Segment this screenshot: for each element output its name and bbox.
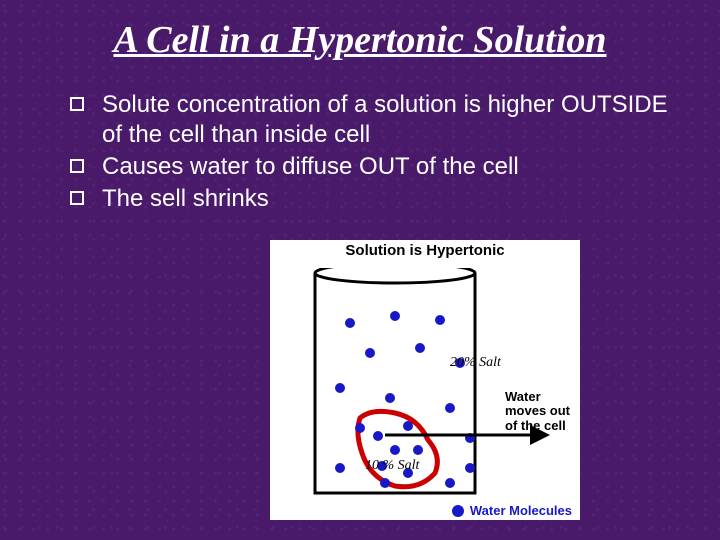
bullet-text: Causes water to diffuse OUT of the cell bbox=[102, 152, 519, 182]
list-item: The sell shrinks bbox=[70, 184, 680, 214]
list-item: Solute concentration of a solution is hi… bbox=[70, 90, 680, 150]
bullet-list: Solute concentration of a solution is hi… bbox=[0, 72, 720, 214]
page-title: A Cell in a Hypertonic Solution bbox=[0, 0, 720, 72]
bullet-icon bbox=[70, 191, 84, 205]
inside-salt-label: 10 % Salt bbox=[365, 458, 419, 474]
outside-salt-label: 20% Salt bbox=[450, 355, 501, 371]
legend-dot-icon bbox=[452, 505, 464, 517]
legend-text: Water Molecules bbox=[470, 503, 572, 518]
list-item: Causes water to diffuse OUT of the cell bbox=[70, 152, 680, 182]
bullet-icon bbox=[70, 159, 84, 173]
legend: Water Molecules bbox=[452, 503, 572, 518]
arrow-label: Water moves out of the cell bbox=[505, 390, 585, 433]
bullet-text: Solute concentration of a solution is hi… bbox=[102, 90, 680, 150]
diagram-title: Solution is Hypertonic bbox=[270, 242, 580, 259]
bullet-text: The sell shrinks bbox=[102, 184, 269, 214]
diagram-panel: Solution is Hypertonic 20% Salt 10 % Sal… bbox=[270, 240, 580, 520]
bullet-icon bbox=[70, 97, 84, 111]
